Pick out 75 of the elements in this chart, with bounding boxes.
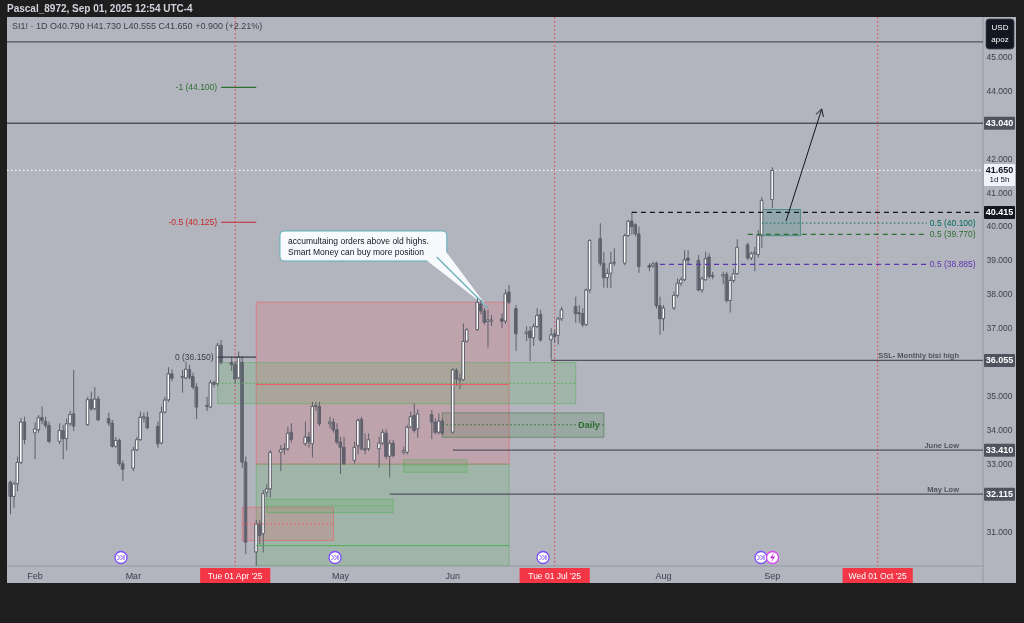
data-label: 36.055 <box>985 355 1014 366</box>
y-tick-label: 38.000 <box>986 289 1013 300</box>
chart-title: Pascal_8972, Sep 01, 2025 12:54 UTC-4 <box>7 3 194 14</box>
candlestick <box>549 328 553 360</box>
candlestick <box>574 296 578 323</box>
candlestick <box>528 326 532 362</box>
y-tick-label: 35.000 <box>986 391 1013 402</box>
candlestick <box>486 309 490 348</box>
x-tick-label: Aug <box>655 570 672 581</box>
candlestick <box>268 450 272 498</box>
candlestick <box>539 309 543 342</box>
ref-line-label: 43.040 <box>985 118 1014 129</box>
ref-line-label: Tue 01 Jul '25 <box>528 570 582 581</box>
series-label: 0.5 (38.885) <box>929 259 976 270</box>
candlestick <box>451 368 455 434</box>
candlestick <box>72 369 76 432</box>
unit-badge: USD apoz <box>985 18 1015 50</box>
data-label: 40.415 <box>985 207 1014 218</box>
series-label: -1 (44.100) <box>175 82 218 93</box>
x-tick-label: Mar <box>125 570 142 581</box>
candlestick <box>437 413 441 435</box>
candlestick <box>770 167 774 209</box>
candlestick <box>503 289 508 324</box>
candlestick <box>360 416 364 451</box>
candlestick <box>216 342 220 386</box>
candlestick <box>328 416 332 429</box>
data-label: 32.115 <box>985 489 1014 500</box>
candlestick <box>697 254 701 292</box>
candlestick <box>86 396 90 426</box>
candlestick <box>317 401 322 426</box>
data-label: 33.410 <box>985 445 1014 456</box>
y-tick-label: 33.000 <box>986 459 1013 470</box>
x-tick-label: Sep <box>764 570 781 581</box>
candlestick <box>47 421 51 444</box>
series-label: Daily <box>578 419 600 430</box>
candlestick <box>310 401 314 458</box>
candlestick <box>647 263 652 272</box>
candlestick <box>683 250 687 282</box>
y-tick-label: 41.000 <box>986 187 1013 198</box>
candlestick <box>254 520 258 566</box>
y-tick-label: 31.000 <box>986 527 1013 538</box>
ref-line-label: Tue 01 Apr '25 <box>207 570 263 581</box>
y-tick-label: 44.000 <box>986 85 1013 96</box>
candlestick <box>367 433 371 452</box>
candlestick <box>209 380 213 409</box>
y-tick-label: 34.000 <box>986 425 1013 436</box>
candlestick <box>514 305 518 351</box>
y-tick-label: 39.000 <box>986 255 1013 266</box>
candlestick <box>303 421 307 446</box>
candlestick <box>609 251 613 288</box>
candlestick <box>8 480 13 515</box>
ref-line-label: Wed 01 Oct '25 <box>848 570 908 581</box>
candlestick <box>630 211 634 235</box>
candlestick <box>145 411 149 430</box>
candlestick <box>475 298 479 331</box>
series-label: -0.5 (40.125) <box>168 217 218 228</box>
x-tick-label: Feb <box>27 570 43 581</box>
y-tick-label: 37.000 <box>986 323 1013 334</box>
candlestick <box>746 242 750 261</box>
candlestick <box>707 253 711 279</box>
series-label: 0.5 (40.100) <box>929 218 976 229</box>
candlestick <box>430 410 434 440</box>
annotation: accumultaing orders above old highs. Smart Money can buy more position <box>287 235 429 257</box>
y-tick-label: 45.000 <box>986 51 1013 62</box>
y-tick-label: 42.000 <box>986 153 1013 164</box>
chart-subtitle: SI1! · 1D O40.790 H41.730 L40.555 C41.650 +0.900 (+2.21%) <box>12 21 263 31</box>
x-tick-label: Jun <box>445 570 461 581</box>
x-tick-label: May <box>332 570 350 581</box>
series-label: 0 (36.150) <box>174 352 214 363</box>
candlestick <box>637 226 641 273</box>
y-tick-label: 40.000 <box>986 221 1013 232</box>
candlestick <box>286 426 290 452</box>
candlestick <box>279 444 283 472</box>
ref-line-label: 41.650 1d 5h <box>985 165 1014 185</box>
series-label: 0.5 (39.770) <box>929 229 976 240</box>
